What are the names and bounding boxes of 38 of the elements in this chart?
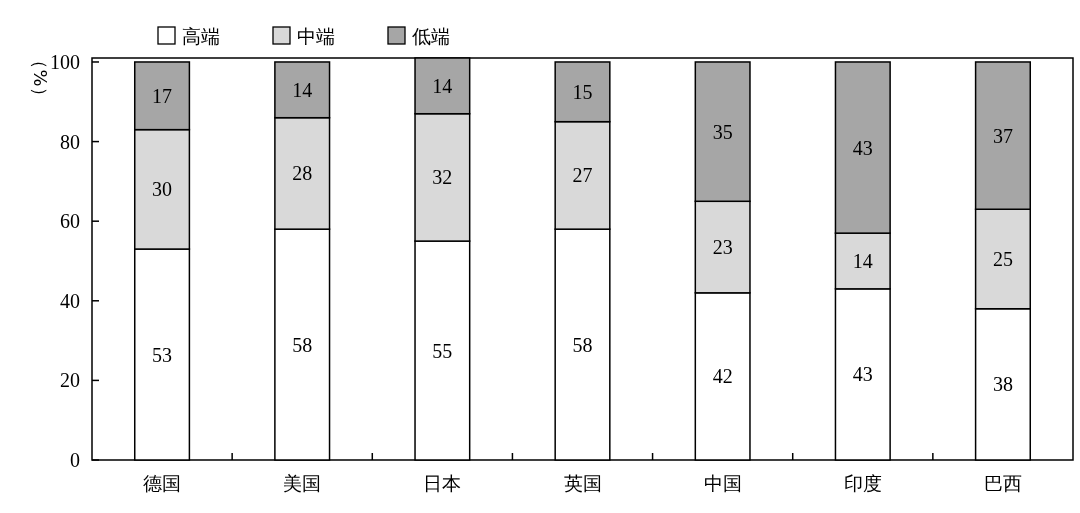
- x-tick-label: 德国: [143, 472, 182, 494]
- data-label: 42: [712, 365, 733, 388]
- y-tick-label: 80: [60, 130, 80, 153]
- x-tick-label: 日本: [423, 472, 462, 494]
- data-label: 17: [152, 84, 173, 107]
- data-label: 14: [852, 249, 873, 272]
- data-label: 55: [432, 339, 453, 362]
- x-tick-label: 中国: [703, 472, 742, 494]
- data-label: 28: [292, 162, 313, 185]
- data-label: 25: [992, 248, 1013, 270]
- legend-label: 中端: [297, 25, 335, 47]
- y-tick-label: 40: [60, 289, 80, 312]
- data-label: 37: [992, 124, 1013, 147]
- legend-label: 低端: [412, 25, 450, 47]
- y-tick-label: 0: [70, 449, 80, 471]
- y-tick-label: 20: [60, 369, 80, 392]
- data-label: 58: [572, 333, 593, 356]
- y-tick-label: 100: [50, 50, 80, 73]
- x-tick-label: 美国: [283, 472, 322, 494]
- data-label: 38: [992, 373, 1013, 396]
- data-label: 32: [432, 166, 453, 189]
- x-tick-label: 巴西: [983, 472, 1022, 494]
- data-label: 35: [712, 120, 733, 143]
- data-label: 30: [152, 178, 173, 201]
- data-label: 43: [852, 363, 873, 386]
- y-tick-label: 60: [60, 210, 80, 233]
- data-label: 27: [572, 164, 593, 187]
- legend-label: 高端: [182, 25, 220, 47]
- x-tick-label: 印度: [843, 472, 882, 494]
- data-label: 58: [292, 333, 313, 356]
- data-label: 15: [572, 80, 593, 103]
- data-label: 53: [152, 343, 173, 366]
- data-label: 23: [712, 236, 733, 259]
- data-label: 14: [432, 74, 453, 97]
- data-label: 14: [292, 78, 313, 101]
- x-tick-label: 英国: [563, 472, 602, 494]
- data-label: 43: [852, 136, 873, 159]
- y-axis-title: （%）: [30, 51, 51, 105]
